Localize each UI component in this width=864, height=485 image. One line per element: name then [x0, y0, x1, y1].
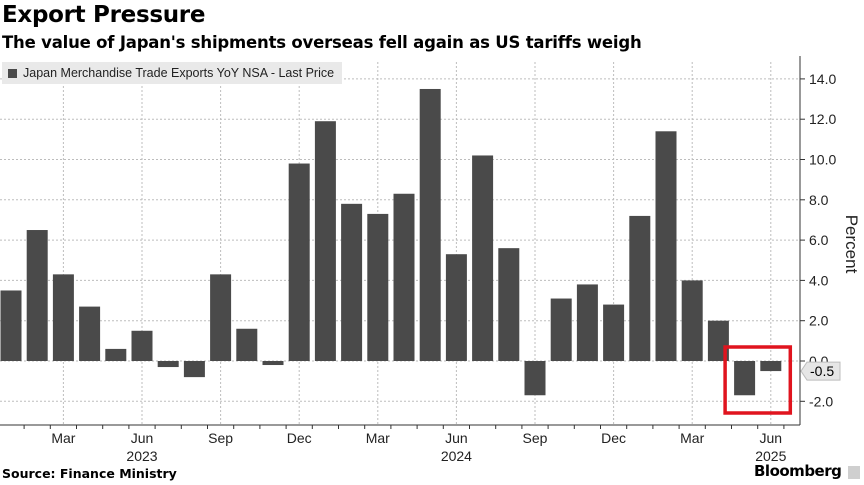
bar	[576, 284, 598, 361]
legend-label: Japan Merchandise Trade Exports YoY NSA …	[23, 66, 335, 80]
bar	[472, 155, 494, 361]
x-tick-label: Sep	[208, 430, 233, 446]
bar	[524, 361, 546, 396]
bar	[183, 361, 205, 378]
bar	[0, 290, 22, 361]
bar	[79, 306, 101, 361]
annotations: -0.5	[723, 345, 841, 415]
bar	[157, 361, 179, 368]
x-tick-label: Dec	[601, 430, 626, 446]
bar	[445, 254, 467, 361]
y-tick-label: 10.0	[809, 152, 836, 168]
bar	[210, 274, 232, 361]
bar	[419, 88, 441, 361]
bar	[341, 203, 363, 361]
chart-subtitle: The value of Japan's shipments overseas …	[2, 33, 642, 52]
y-tick-label: 4.0	[809, 272, 829, 288]
y-tick-label: 12.0	[809, 111, 836, 127]
x-tick-label: Mar	[51, 430, 75, 446]
x-year-label: 2024	[441, 448, 472, 464]
x-tick-label: Jun	[445, 430, 468, 446]
bar	[52, 274, 74, 361]
x-tick-label: Sep	[523, 430, 548, 446]
bar	[655, 131, 677, 361]
x-tick-label: Mar	[366, 430, 390, 446]
y-tick-label: -2.0	[809, 393, 833, 409]
x-year-label: 2023	[126, 448, 157, 464]
bar	[393, 193, 415, 361]
y-tick-label: 8.0	[809, 192, 829, 208]
bar	[629, 215, 651, 361]
bar	[262, 361, 284, 366]
x-tick-label: Mar	[680, 430, 704, 446]
bars	[0, 88, 782, 396]
bar	[603, 304, 625, 361]
legend: Japan Merchandise Trade Exports YoY NSA …	[2, 62, 343, 84]
x-tick-label: Jun	[131, 430, 154, 446]
source-note: Source: Finance Ministry	[2, 466, 177, 481]
bar	[681, 280, 703, 361]
highlight-box	[723, 345, 793, 415]
chart-title: Export Pressure	[2, 2, 206, 28]
bar	[550, 298, 572, 361]
x-tick-label: Dec	[287, 430, 312, 446]
brand-mark-icon	[848, 466, 860, 479]
bar	[236, 328, 258, 361]
bar	[498, 248, 520, 361]
bar	[367, 213, 389, 361]
bar	[288, 163, 310, 361]
y-tick-label: 6.0	[809, 232, 829, 248]
bar	[314, 121, 336, 361]
x-year-label: 2025	[755, 448, 786, 464]
y-tick-label: 2.0	[809, 313, 829, 329]
legend-swatch	[8, 68, 17, 78]
y-axis-title: Percent	[842, 215, 861, 274]
last-value-label: -0.5	[810, 363, 834, 379]
bar	[131, 330, 153, 361]
bar	[734, 361, 756, 396]
brand-logo: Bloomberg	[754, 462, 842, 480]
y-tick-label: 14.0	[809, 71, 836, 87]
bar	[760, 361, 782, 372]
bar	[26, 230, 48, 361]
last-value-marker	[800, 361, 841, 381]
x-tick-label: Jun	[760, 430, 783, 446]
bar	[105, 348, 127, 361]
